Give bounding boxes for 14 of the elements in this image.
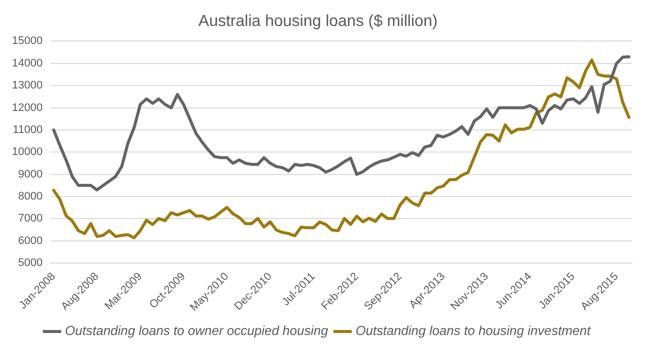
y-tick-label: 8000 <box>18 190 43 203</box>
y-tick-label: 13000 <box>12 80 43 92</box>
y-tick-label: 6000 <box>18 234 43 247</box>
y-tick-label: 9000 <box>18 168 43 180</box>
y-tick-label: 15000 <box>12 35 43 48</box>
y-tick-label: 10000 <box>12 146 43 158</box>
chart-title: Australia housing loans ($ million) <box>198 13 438 30</box>
y-tick-label: 5000 <box>18 257 43 270</box>
legend-label: Outstanding loans to owner occupied housing <box>65 323 329 338</box>
y-tick-label: 14000 <box>12 57 43 70</box>
y-tick-label: 11000 <box>12 124 43 136</box>
legend-label: Outstanding loans to housing investment <box>356 323 592 338</box>
y-tick-label: 12000 <box>12 102 43 114</box>
y-tick-label: 7000 <box>18 212 43 225</box>
